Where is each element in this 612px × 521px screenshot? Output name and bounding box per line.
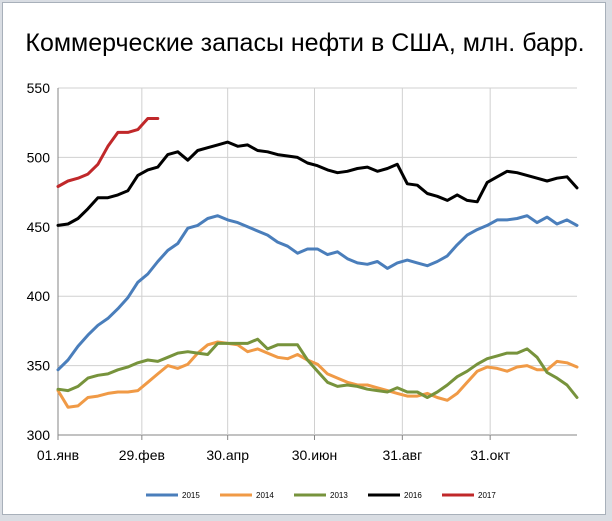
series-line-2014	[56, 340, 579, 409]
line-chart: Коммерческие запасы нефти в США, млн. ба…	[25, 29, 584, 500]
series-line-2015	[56, 214, 579, 372]
y-tick-label: 450	[27, 219, 51, 235]
chart-title: Коммерческие запасы нефти в США, млн. ба…	[25, 29, 584, 57]
y-tick-label: 500	[27, 149, 51, 165]
legend-label-2015: 2015	[182, 491, 200, 500]
x-tick-label: 30.апр	[206, 447, 249, 463]
y-tick-label: 300	[27, 427, 51, 443]
legend-label-2013: 2013	[330, 491, 348, 500]
legend-label-2017: 2017	[478, 491, 496, 500]
series-line-2016	[56, 140, 579, 227]
y-tick-label: 350	[27, 358, 51, 374]
x-tick-label: 31.окт	[470, 447, 511, 463]
x-tick-label: 30.июн	[292, 447, 338, 463]
x-tick-label: 31.авг	[382, 447, 422, 463]
legend-label-2016: 2016	[404, 491, 422, 500]
x-tick-label: 01.янв	[37, 447, 79, 463]
y-tick-label: 400	[27, 288, 51, 304]
chart-area: Коммерческие запасы нефти в США, млн. ба…	[2, 2, 606, 515]
series-line-2013	[56, 337, 579, 399]
series-line-2017	[56, 117, 160, 188]
x-tick-label: 29.фев	[119, 447, 165, 463]
y-tick-label: 550	[27, 80, 51, 96]
legend-label-2014: 2014	[256, 491, 274, 500]
